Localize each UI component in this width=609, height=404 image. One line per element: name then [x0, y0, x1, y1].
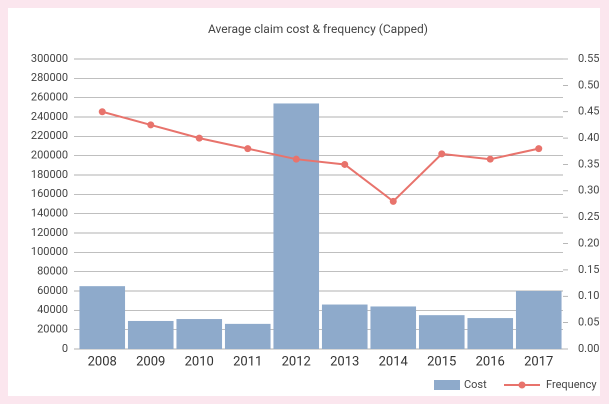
y2-tick-label: 0.35 [578, 157, 599, 170]
legend-label: Frequency [546, 378, 597, 391]
y-tick-label: 20000 [37, 323, 68, 336]
y2-tick-label: 0.45 [578, 105, 599, 118]
line [101, 110, 539, 203]
chart-title: Average claim cost & frequency (Capped) [208, 22, 428, 36]
bar [79, 286, 126, 349]
bar [127, 320, 174, 349]
y-tick-label: 220000 [31, 129, 68, 142]
x-tick-label: 2010 [185, 354, 214, 369]
x-tick-label: 2012 [282, 354, 311, 369]
y2-tick-label: 0.30 [578, 184, 599, 197]
y-tick-label: 260000 [31, 91, 68, 104]
legend-label: Cost [464, 378, 487, 391]
y2-tick-label: 0.00 [578, 342, 599, 355]
x-tick-label: 2015 [427, 354, 456, 369]
legend-swatch [518, 381, 526, 389]
bar [176, 319, 223, 349]
point [535, 145, 543, 153]
point [438, 150, 446, 158]
y-tick-label: 40000 [37, 303, 68, 316]
bar [515, 291, 562, 349]
y2-tick-label: 0.25 [578, 210, 599, 223]
y-tick-label: 80000 [37, 265, 68, 278]
y2-tick-label: 0.55 [578, 52, 599, 65]
bar [370, 306, 417, 349]
point [292, 155, 300, 163]
bar [467, 318, 514, 349]
point [389, 197, 397, 205]
x-tick-label: 2016 [476, 354, 505, 369]
y2-tick-label: 0.15 [578, 263, 599, 276]
y2-tick-label: 0.40 [578, 131, 599, 144]
y-tick-label: 100000 [31, 245, 68, 258]
legend-swatch [434, 380, 460, 390]
bar [224, 323, 271, 349]
x-tick-label: 2013 [330, 354, 359, 369]
x-tick-label: 2009 [136, 354, 165, 369]
x-tick-label: 2011 [233, 354, 262, 369]
x-tick-label: 2008 [88, 354, 117, 369]
y-tick-label: 280000 [31, 71, 68, 84]
y2-tick-label: 0.50 [578, 78, 599, 91]
y-tick-label: 0 [62, 342, 68, 355]
y-tick-label: 200000 [31, 149, 68, 162]
point [486, 155, 494, 163]
y-tick-label: 180000 [31, 168, 68, 181]
point [195, 134, 203, 142]
point [341, 160, 349, 168]
y-tick-label: 240000 [31, 110, 68, 123]
bar [418, 315, 465, 349]
y-tick-label: 120000 [31, 226, 68, 239]
point [244, 145, 252, 153]
y2-tick-label: 0.05 [578, 316, 599, 329]
y2-tick-label: 0.10 [578, 289, 599, 302]
y-tick-label: 60000 [37, 284, 68, 297]
y-tick-label: 300000 [31, 52, 68, 65]
y2-tick-label: 0.20 [578, 236, 599, 249]
bar [321, 304, 368, 349]
bar [273, 103, 320, 349]
point [98, 108, 106, 116]
point [147, 121, 155, 129]
y-tick-label: 160000 [31, 187, 68, 200]
x-tick-label: 2017 [524, 354, 553, 369]
y-tick-label: 140000 [31, 207, 68, 220]
x-tick-label: 2014 [379, 354, 409, 369]
